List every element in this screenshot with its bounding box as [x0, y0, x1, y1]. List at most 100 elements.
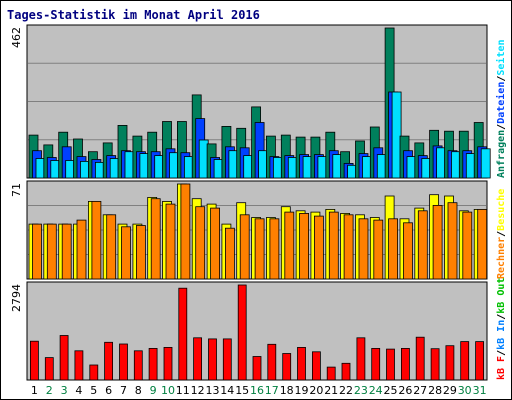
bar-kb-f-day-1	[29, 340, 39, 381]
bar-kb-f-day-18	[282, 353, 292, 381]
day-label-3: 3	[61, 384, 68, 397]
bar-rechner-day-29	[447, 202, 458, 280]
bar-kb-f-day-20	[311, 351, 321, 381]
legend-entry: /	[496, 314, 507, 320]
bar-kb-f-day-6	[104, 341, 113, 381]
day-label-28: 28	[428, 384, 442, 397]
day-label-21: 21	[324, 384, 338, 397]
bar-rechner-day-24	[373, 219, 384, 280]
day-label-20: 20	[309, 384, 323, 397]
day-label-19: 19	[295, 384, 309, 397]
bar-rechner-day-31	[477, 208, 488, 280]
bar-rechner-day-25	[388, 218, 399, 280]
bar-seiten-day-25	[391, 91, 402, 179]
bar-kb-f-day-10	[163, 346, 173, 381]
bar-kb-f-day-31	[475, 341, 485, 381]
panel-requests-max-label: 462	[10, 27, 23, 48]
bar-rechner-day-17	[269, 218, 280, 280]
bar-kb-f-day-27	[415, 336, 425, 381]
day-label-29: 29	[443, 384, 457, 397]
panel-traffic-legend: kB F/kB In/kB Out	[496, 278, 507, 380]
legend-entry: Seiten	[495, 39, 507, 75]
bar-rechner-day-20	[313, 215, 324, 280]
day-label-12: 12	[191, 384, 205, 397]
day-label-15: 15	[235, 384, 249, 397]
bar-rechner-day-21	[328, 211, 339, 280]
bar-kb-f-day-29	[445, 345, 455, 381]
bar-rechner-day-27	[417, 210, 428, 280]
bar-kb-f-day-24	[371, 347, 381, 381]
bar-rechner-day-10	[165, 203, 176, 280]
bar-rechner-day-2	[46, 223, 57, 280]
bar-rechner-day-16	[254, 218, 265, 280]
bar-rechner-day-9	[150, 198, 161, 280]
bar-kb-f-day-26	[400, 347, 410, 381]
chart-title: Tages-Statistik im Monat April 2016	[7, 8, 260, 22]
bar-kb-f-day-17	[267, 343, 277, 381]
bar-kb-f-day-11	[178, 287, 188, 381]
bar-rechner-day-13	[210, 207, 221, 280]
panel-visits: 71 Rechner/Besuche	[10, 180, 507, 280]
chart-panels: 462Anfragen/Dateien/Seiten71Rechner/Besu…	[10, 24, 507, 381]
day-label-18: 18	[280, 384, 294, 397]
day-label-7: 7	[120, 384, 127, 397]
day-label-27: 27	[413, 384, 427, 397]
bar-kb-f-day-25	[386, 348, 395, 381]
bar-rechner-day-19	[299, 212, 310, 280]
bar-kb-f-day-9	[148, 347, 158, 381]
day-label-6: 6	[105, 384, 112, 397]
day-label-2: 2	[46, 384, 53, 397]
day-label-4: 4	[75, 384, 82, 397]
legend-entry: kB Out	[496, 278, 507, 314]
bar-kb-f-day-30	[460, 341, 470, 381]
bar-kb-f-day-12	[193, 337, 203, 381]
bar-kb-f-day-21	[326, 366, 336, 381]
bar-rechner-day-14	[224, 227, 235, 280]
bar-kb-f-day-14	[222, 338, 232, 381]
bar-rechner-day-30	[462, 211, 473, 280]
bar-kb-f-day-8	[133, 350, 143, 381]
legend-entry: Besuche	[496, 189, 507, 231]
bar-kb-f-day-19	[297, 346, 306, 381]
day-axis-labels: 1 2 3 4 5 6 7 8 9 10 11 12 13 14 15 16 17 18 19 20 21 22 23 24 2…	[31, 384, 487, 397]
bar-kb-f-day-7	[119, 343, 128, 381]
bar-rechner-day-1	[32, 223, 42, 280]
bar-rechner-day-6	[106, 214, 117, 280]
day-label-23: 23	[354, 384, 368, 397]
bar-kb-f-day-23	[356, 337, 366, 381]
day-label-9: 9	[150, 384, 157, 397]
day-label-14: 14	[220, 384, 234, 397]
bar-rechner-day-26	[403, 222, 413, 280]
day-label-8: 8	[135, 384, 142, 397]
legend-entry: kB In	[496, 320, 507, 350]
panel-visits-legend: Rechner/Besuche	[496, 189, 507, 279]
bar-rechner-day-3	[61, 223, 72, 280]
day-label-16: 16	[250, 384, 264, 397]
bar-rechner-day-23	[358, 218, 369, 280]
bar-kb-f-day-16	[252, 356, 262, 381]
bar-rechner-day-11	[180, 183, 191, 280]
legend-entry: /	[496, 124, 507, 130]
bar-kb-f-day-28	[430, 348, 440, 381]
bar-rechner-day-8	[135, 225, 146, 280]
day-label-24: 24	[369, 384, 383, 397]
bar-kb-f-day-5	[89, 364, 99, 381]
legend-entry: kB F	[496, 356, 507, 380]
legend-entry: Dateien	[495, 82, 507, 124]
day-label-17: 17	[265, 384, 279, 397]
legend-entry: Anfragen	[496, 130, 507, 178]
bar-rechner-day-22	[343, 214, 354, 280]
legend-entry: Rechner	[496, 237, 507, 279]
panel-traffic-max-label: 2794	[10, 284, 23, 312]
bar-rechner-day-12	[195, 206, 206, 280]
bar-rechner-day-5	[91, 200, 102, 280]
bar-rechner-day-7	[121, 226, 131, 280]
day-label-1: 1	[31, 384, 38, 397]
day-label-5: 5	[90, 384, 97, 397]
day-label-11: 11	[176, 384, 190, 397]
bar-kb-f-day-2	[44, 357, 54, 381]
